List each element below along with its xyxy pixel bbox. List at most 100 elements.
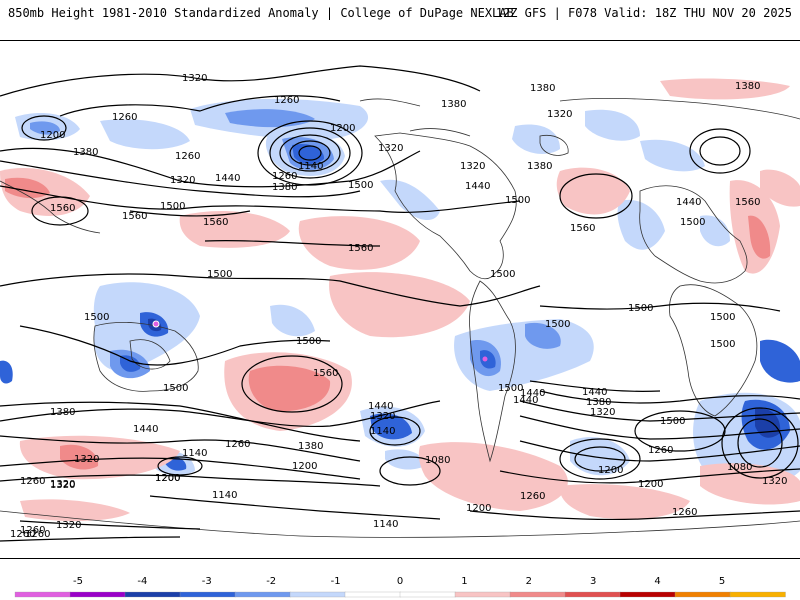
contour-closed-low — [379, 456, 441, 486]
label-1260-b: 1260 — [112, 112, 137, 123]
label-1260-k: 1260 — [25, 529, 50, 540]
contour-1440 — [0, 400, 441, 428]
label-1560-f: 1560 — [735, 197, 760, 208]
contour-closed-high — [241, 355, 343, 413]
low-center-marker — [152, 320, 160, 328]
colorbar-tick-label: 0 — [397, 576, 403, 587]
label-1500-j: 1500 — [163, 383, 188, 394]
contour-closed-low — [289, 140, 331, 166]
label-1500-i: 1500 — [296, 336, 321, 347]
anomaly-fill — [559, 484, 690, 520]
contour-1380 — [519, 400, 800, 422]
anomaly-fill — [755, 408, 781, 438]
coastline — [469, 280, 516, 463]
label-1560-e: 1560 — [570, 223, 595, 234]
label-1260-l: 1260 — [10, 529, 35, 540]
anomaly-fill — [640, 139, 705, 172]
colorbar-tick-label: 2 — [526, 576, 532, 587]
label-1320-l: 1320 — [762, 476, 787, 487]
label-1440-g: 1440 — [368, 401, 393, 412]
label-1260-c: 1260 — [175, 151, 200, 162]
colorbar-tick-label: 3 — [590, 576, 596, 587]
colorbar-cells — [14, 591, 786, 598]
contour-closed-high — [31, 196, 89, 226]
colorbar-cell — [14, 591, 71, 598]
contour-closed-low — [257, 120, 363, 186]
contour-labels: 1320 1260 1200 1260 1200 1140 1320 1380 … — [10, 73, 787, 540]
colorbar-tick-label: -5 — [73, 576, 83, 587]
label-1260-j: 1260 — [672, 507, 697, 518]
contour-closed-low — [369, 416, 421, 446]
label-1560-d: 1560 — [348, 243, 373, 254]
colorbar-tick-label: 1 — [461, 576, 467, 587]
contour-closed-low — [559, 438, 641, 480]
label-1500-h: 1500 — [84, 312, 109, 323]
contour-1500 — [0, 273, 541, 307]
label-1500-f: 1500 — [490, 269, 515, 280]
label-1500-m: 1500 — [710, 339, 735, 350]
label-1500-o: 1500 — [545, 319, 570, 330]
contour-1500 — [19, 325, 331, 366]
label-1320-j: 1320 — [50, 480, 75, 491]
colorbar-cell — [729, 591, 786, 598]
contour-1260 — [0, 457, 361, 480]
label-1320-f: 1320 — [590, 407, 615, 418]
label-1500-e: 1500 — [680, 217, 705, 228]
anomaly-fill — [480, 350, 496, 369]
label-1200-c: 1200 — [155, 473, 180, 484]
coastline — [409, 128, 471, 137]
negative-anomaly-fills — [0, 98, 800, 503]
label-1380-i: 1380 — [298, 441, 323, 452]
label-1380-c: 1380 — [530, 83, 555, 94]
label-1500-n: 1500 — [660, 416, 685, 427]
contour-1260 — [59, 95, 341, 117]
label-1200-e: 1200 — [598, 465, 623, 476]
anomaly-fill — [298, 216, 420, 270]
coastline — [539, 134, 569, 156]
contour-1380 — [0, 401, 361, 442]
label-1260-e: 1260 — [225, 439, 250, 450]
contour-1320 — [0, 65, 481, 97]
colorbar: -5 -4 -3 -2 -1 0 1 2 3 4 5 — [14, 576, 786, 598]
contour-closed-high — [634, 410, 726, 452]
label-1260-g: 1260 — [648, 445, 673, 456]
label-1560-b: 1560 — [122, 211, 147, 222]
colorbar-cell — [69, 591, 126, 598]
label-1500-c: 1500 — [207, 269, 232, 280]
contour-closed-low — [157, 456, 203, 476]
contour-1440 — [529, 380, 661, 392]
low-center-marker — [482, 356, 488, 362]
height-contours — [0, 65, 800, 542]
label-1320-d: 1320 — [547, 109, 572, 120]
colorbar-tick-label: -2 — [266, 576, 276, 587]
anomaly-fill — [748, 215, 771, 259]
anomaly-fill — [512, 124, 560, 154]
coastline — [374, 132, 517, 280]
colorbar-tick-label: -4 — [137, 576, 147, 587]
label-1440-h: 1440 — [520, 388, 545, 399]
label-1140-d: 1140 — [212, 490, 237, 501]
colorbar-tick-label: -3 — [202, 576, 212, 587]
anomaly-fill — [20, 499, 130, 522]
anomaly-fill — [385, 449, 425, 470]
colorbar-tick-label: 4 — [654, 576, 660, 587]
anomaly-fill — [585, 109, 640, 141]
colorbar-cell — [674, 591, 731, 598]
anomaly-fill — [418, 442, 568, 511]
label-1140-e: 1140 — [373, 519, 398, 530]
label-1440-e: 1440 — [513, 395, 538, 406]
label-1380-b: 1380 — [272, 182, 297, 193]
contour-1440 — [0, 160, 361, 198]
colorbar-cell — [399, 591, 456, 598]
contour-1500 — [539, 390, 800, 404]
contour-closed-low — [298, 145, 322, 161]
colorbar-cell — [124, 591, 181, 598]
colorbar-tick-label: -1 — [331, 576, 341, 587]
label-1500-g: 1500 — [628, 303, 653, 314]
label-1140-b: 1140 — [370, 426, 395, 437]
coastline — [639, 185, 748, 284]
label-1200-f: 1200 — [638, 479, 663, 490]
colorbar-cell — [619, 591, 676, 598]
label-1320-a: 1320 — [182, 73, 207, 84]
label-1200-h: 1200 — [155, 473, 180, 484]
